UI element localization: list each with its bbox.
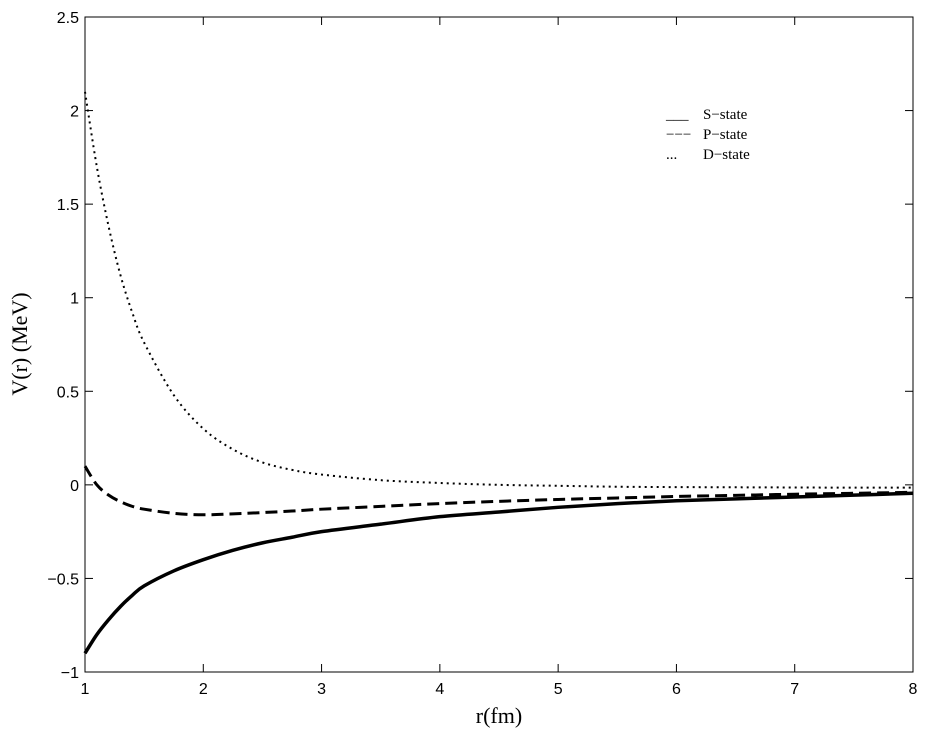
y-tick-label: 2.5 — [57, 10, 79, 27]
legend: ___ S−state −−− P−state... D−state — [665, 107, 750, 163]
x-axis-label: r(fm) — [476, 703, 522, 728]
x-tick-label: 7 — [790, 681, 799, 698]
x-tick-label: 5 — [554, 681, 563, 698]
y-tick-label: 2 — [70, 104, 79, 121]
series-line-dashed — [83, 465, 914, 517]
legend-label: D−state — [703, 147, 750, 163]
x-tick-label: 1 — [81, 681, 90, 698]
y-tick-label: 1 — [70, 291, 79, 308]
x-tick-label: 6 — [672, 681, 681, 698]
series-line-dotted — [84, 91, 914, 489]
legend-label: S−state — [703, 107, 748, 123]
x-tick-label: 4 — [435, 681, 444, 698]
x-tick-label: 8 — [909, 681, 918, 698]
y-axis-label: V(r) (MeV) — [7, 292, 32, 395]
x-tick-label: 3 — [317, 681, 326, 698]
legend-marker: −−− — [666, 127, 691, 143]
legend-marker: ... — [666, 147, 677, 163]
plot-frame — [84, 16, 914, 673]
y-tick-label: 0 — [70, 478, 79, 495]
plot-background — [85, 17, 913, 672]
series-layer — [83, 91, 914, 655]
legend-marker: ___ — [665, 107, 689, 123]
y-tick-label: 0.5 — [57, 384, 79, 401]
y-tick-label: 1.5 — [57, 197, 79, 214]
y-tick-label: −1 — [61, 665, 79, 682]
x-tick-label: 2 — [199, 681, 208, 698]
series-line-solid — [83, 491, 914, 655]
legend-label: P−state — [703, 127, 748, 143]
y-tick-label: −0.5 — [47, 571, 79, 588]
